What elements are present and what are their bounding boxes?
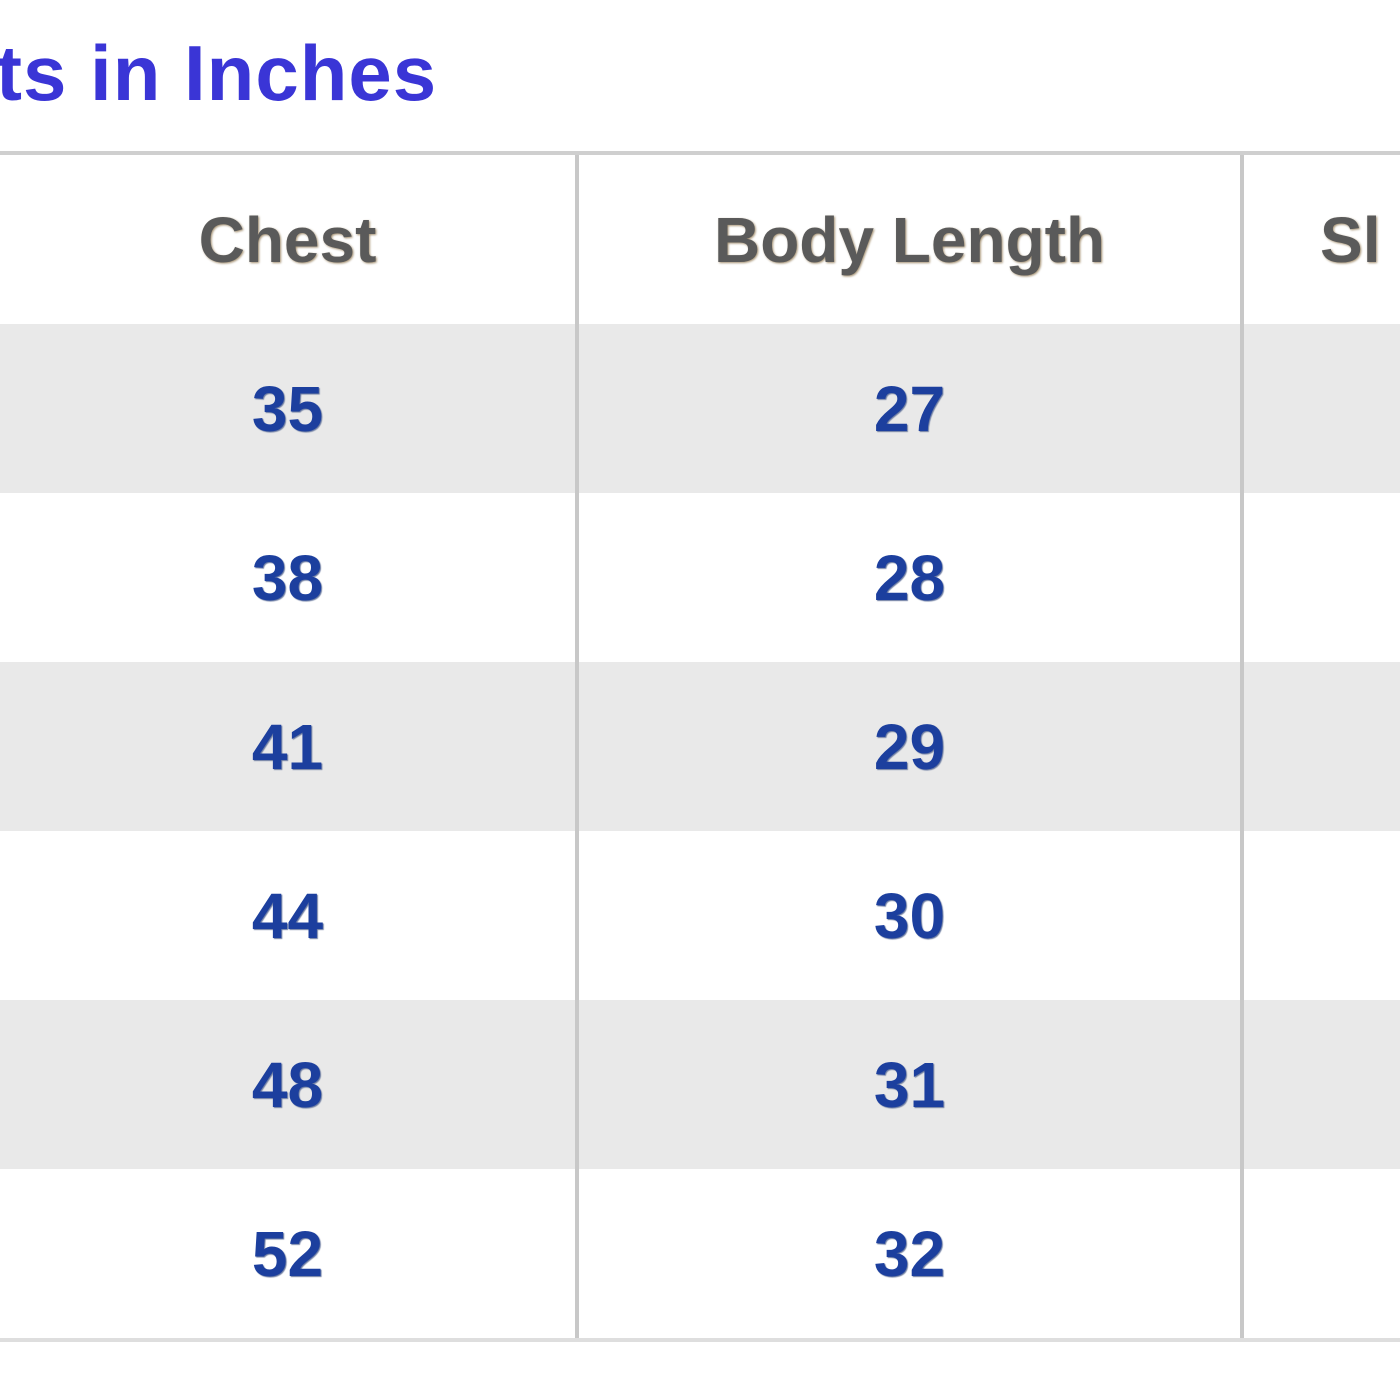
body-length-value: 32 <box>873 1217 946 1290</box>
chest-cell: 52 <box>0 1169 579 1338</box>
chest-value: 52 <box>251 1217 324 1290</box>
chest-cell: 38 <box>0 493 579 662</box>
chest-value: 38 <box>251 541 324 614</box>
table-body: 35 27 38 28 41 29 44 30 48 31 52 32 <box>0 324 1400 1338</box>
third-cell <box>1244 831 1400 1000</box>
body-length-value: 28 <box>873 541 946 614</box>
header-third-column: Sl <box>1244 155 1400 324</box>
body-length-cell: 29 <box>579 662 1244 831</box>
body-length-value: 30 <box>873 879 946 952</box>
table-row: 35 27 <box>0 324 1400 493</box>
size-table: Chest Body Length Sl 35 27 38 28 41 29 44 30 48 3… <box>0 151 1400 1342</box>
body-length-value: 31 <box>873 1048 946 1121</box>
header-body-length: Body Length <box>579 155 1244 324</box>
third-cell <box>1244 1000 1400 1169</box>
third-cell <box>1244 493 1400 662</box>
third-cell <box>1244 1169 1400 1338</box>
chest-cell: 44 <box>0 831 579 1000</box>
table-row: 48 31 <box>0 1000 1400 1169</box>
chest-value: 41 <box>251 710 324 783</box>
table-row: 38 28 <box>0 493 1400 662</box>
table-row: 52 32 <box>0 1169 1400 1338</box>
chart-title: ts in Inches <box>0 29 438 117</box>
chest-value: 48 <box>251 1048 324 1121</box>
body-length-cell: 27 <box>579 324 1244 493</box>
table-row: 44 30 <box>0 831 1400 1000</box>
chest-cell: 48 <box>0 1000 579 1169</box>
body-length-cell: 31 <box>579 1000 1244 1169</box>
header-row: Chest Body Length Sl <box>0 155 1400 324</box>
chest-value: 35 <box>251 372 324 445</box>
body-length-value: 27 <box>873 372 946 445</box>
body-length-value: 29 <box>873 710 946 783</box>
third-cell <box>1244 324 1400 493</box>
chest-cell: 35 <box>0 324 579 493</box>
body-length-cell: 28 <box>579 493 1244 662</box>
body-length-cell: 30 <box>579 831 1244 1000</box>
table-row: 41 29 <box>0 662 1400 831</box>
chest-cell: 41 <box>0 662 579 831</box>
body-length-cell: 32 <box>579 1169 1244 1338</box>
header-chest: Chest <box>0 155 579 324</box>
third-cell <box>1244 662 1400 831</box>
chest-value: 44 <box>251 879 324 952</box>
